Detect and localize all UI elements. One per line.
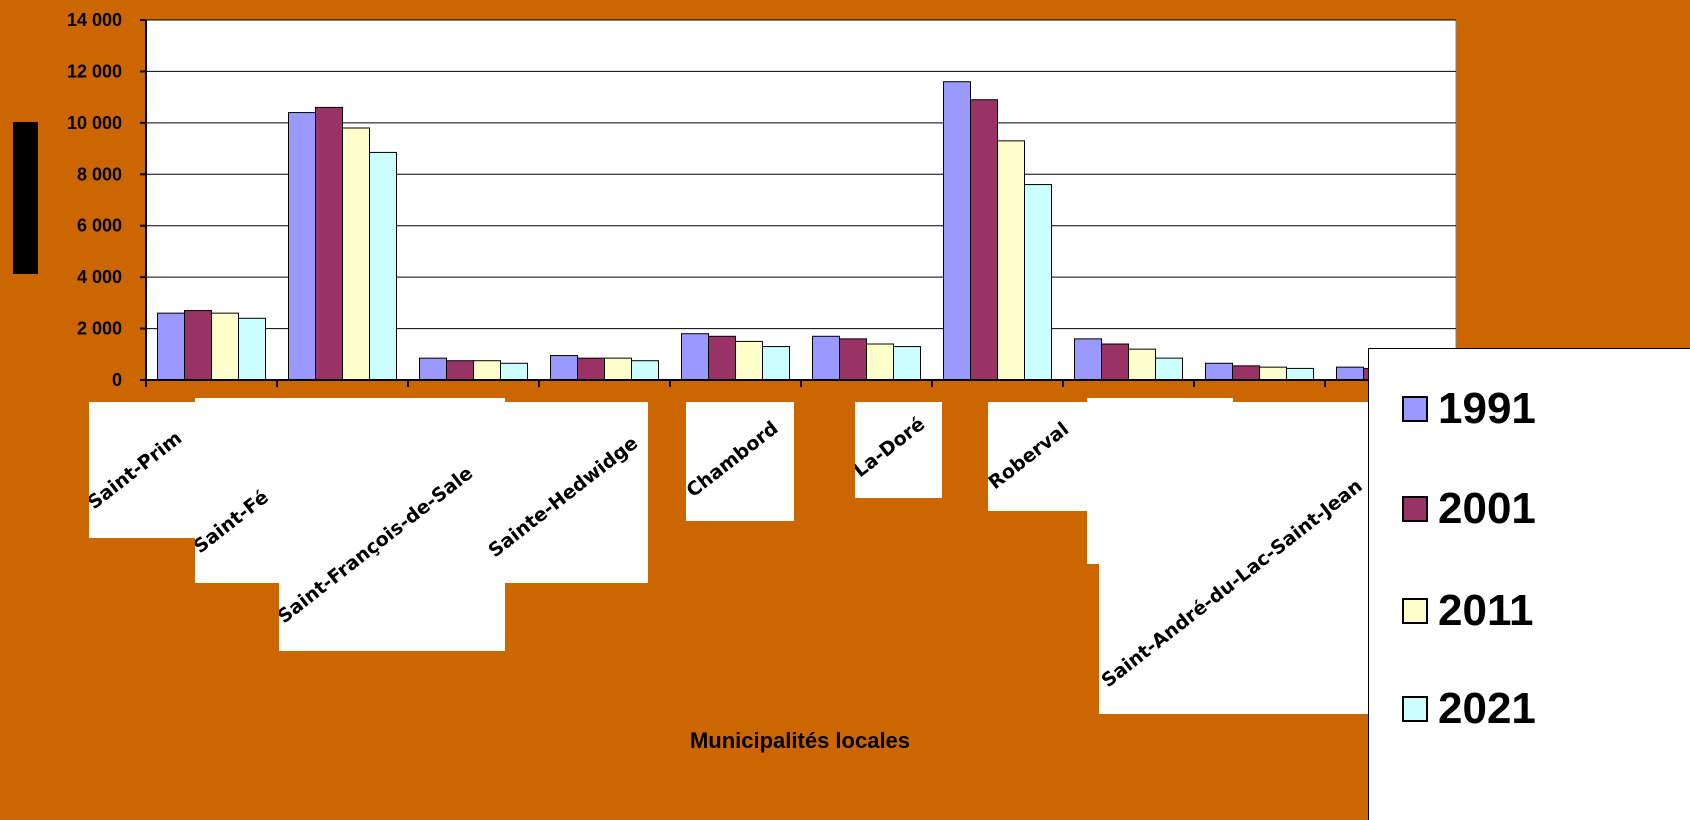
bar-2021-1: [369, 151, 397, 381]
bar-2021-3: [631, 360, 659, 381]
y-tick-label: 2 000: [77, 319, 122, 339]
bar-2011-4: [735, 340, 763, 381]
legend-swatch: [1402, 396, 1428, 422]
y-tick-label: 8 000: [77, 164, 122, 184]
bar-2001-8: [1232, 365, 1260, 381]
x-category-label: Saint-Prim: [89, 427, 187, 514]
bar-2021-4: [762, 346, 790, 381]
bar-1991-8: [1205, 362, 1233, 381]
bar-1991-9: [1336, 366, 1364, 381]
x-category-label: La-Doré: [855, 413, 930, 482]
bar-2001-2: [446, 360, 474, 381]
x-category-label: Saint-Fé: [195, 486, 273, 558]
bar-2001-7: [1101, 343, 1129, 381]
bar-2021-2: [500, 362, 528, 381]
bar-2011-5: [866, 343, 894, 381]
legend-item: 2021: [1402, 684, 1536, 733]
legend-swatch: [1402, 598, 1428, 624]
bar-2001-3: [577, 357, 605, 381]
x-category-label: Saint-André-du-Lac-Saint-Jean: [1099, 474, 1367, 692]
x-category-label-box: Sainte-Hedwidge: [478, 402, 648, 583]
x-category-label-box: Saint-François-de-Sale: [279, 398, 505, 651]
bar-1991-2: [419, 357, 447, 381]
bar-2011-2: [473, 360, 501, 381]
legend-label: 2011: [1438, 586, 1534, 635]
bar-2011-8: [1259, 366, 1287, 381]
bar-2001-5: [839, 338, 867, 381]
bar-2001-6: [970, 99, 998, 381]
bar-1991-5: [812, 335, 840, 381]
legend-item: 2011: [1402, 586, 1534, 635]
y-axis-title: [13, 122, 38, 274]
bar-2021-5: [893, 346, 921, 381]
legend-item: 1991: [1402, 384, 1536, 433]
bar-2011-0: [211, 312, 239, 381]
x-category-label-box: Saint-André-du-Lac-Saint-Jean: [1099, 402, 1369, 714]
y-tick-label: 6 000: [77, 216, 122, 236]
bar-2001-1: [315, 106, 343, 381]
x-category-label: Sainte-Hedwidge: [484, 432, 643, 562]
bar-1991-3: [550, 355, 578, 381]
bar-1991-1: [288, 112, 316, 381]
bar-2021-8: [1286, 367, 1314, 381]
legend-label: 1991: [1438, 384, 1536, 433]
bar-2011-6: [997, 140, 1025, 381]
bar-2001-4: [708, 335, 736, 381]
x-category-label-box: La-Doré: [855, 402, 942, 498]
x-category-label-box: Chambord: [686, 402, 794, 521]
bar-2021-7: [1155, 357, 1183, 381]
x-category-label-box: Saint-Prim: [89, 402, 199, 538]
legend-item: 2001: [1402, 484, 1536, 533]
y-tick-label: 14 000: [67, 10, 122, 30]
legend-label: 2021: [1438, 684, 1536, 733]
bar-1991-6: [943, 81, 971, 381]
y-tick-label: 10 000: [67, 113, 122, 133]
legend: 1991 2001 2011 2021: [1368, 348, 1690, 820]
x-axis-title: Municipalités locales: [689, 728, 911, 753]
bar-2001-0: [184, 310, 212, 381]
x-category-label-box: Saint-Fé: [195, 398, 285, 583]
bar-2011-7: [1128, 348, 1156, 381]
x-category-label: Saint-François-de-Sale: [279, 462, 478, 628]
legend-label: 2001: [1438, 484, 1536, 533]
bar-1991-7: [1074, 338, 1102, 381]
bar-2011-1: [342, 127, 370, 381]
bar-1991-0: [157, 312, 185, 381]
y-tick-label: 4 000: [77, 267, 122, 287]
x-category-label: Chambord: [686, 417, 783, 502]
legend-swatch: [1402, 696, 1428, 722]
bar-2021-6: [1024, 184, 1052, 381]
y-tick-label: 0: [112, 370, 122, 390]
y-tick-label: 12 000: [67, 61, 122, 81]
x-category-label: Roberval: [988, 418, 1074, 494]
bar-1991-4: [681, 333, 709, 381]
bar-2011-3: [604, 357, 632, 381]
x-category-label-box: Roberval: [988, 402, 1087, 511]
bar-2021-0: [238, 317, 266, 381]
legend-swatch: [1402, 496, 1428, 522]
